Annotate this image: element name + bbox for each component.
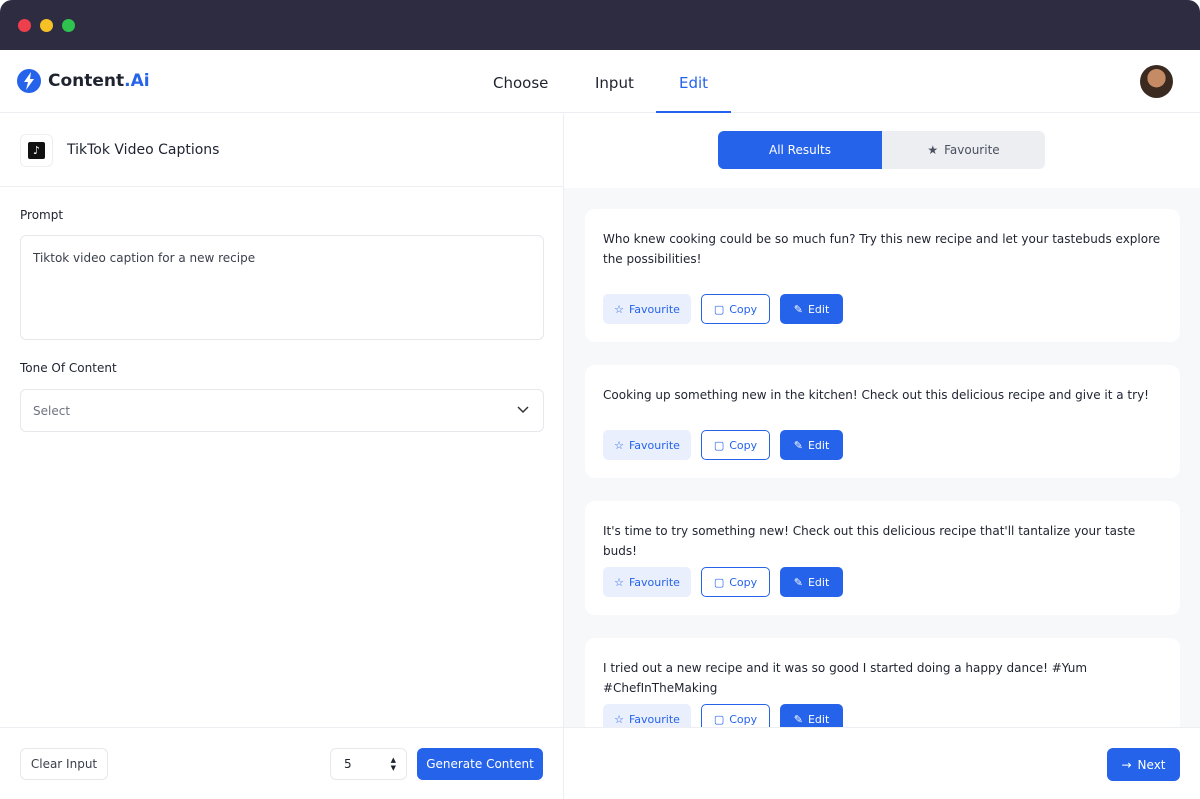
copy-button[interactable]: ▢ Copy: [701, 567, 770, 597]
all-results-label: All Results: [768, 143, 832, 157]
window-titlebar: [0, 0, 1200, 50]
generate-content-button[interactable]: Generate Content: [417, 748, 543, 780]
count-stepper[interactable]: 5 ▲ ▼: [330, 748, 407, 780]
copy-icon: ▢: [713, 302, 725, 316]
minimize-window-button[interactable]: [40, 19, 53, 32]
arrow-right-icon: →: [1121, 757, 1132, 772]
copy-label: Copy: [729, 438, 758, 452]
next-label: Next: [1137, 757, 1166, 772]
maximize-window-button[interactable]: [62, 19, 75, 32]
favourite-label: Favourite: [628, 575, 680, 589]
edit-label: Edit: [807, 575, 830, 589]
star-filled-icon: ★: [927, 143, 939, 157]
chevron-down-icon: [517, 406, 529, 414]
copy-icon: ▢: [713, 712, 725, 726]
favourite-button[interactable]: ☆ Favourite: [603, 430, 691, 460]
tab-choose[interactable]: Choose: [493, 74, 549, 92]
edit-button[interactable]: ✎ Edit: [780, 704, 843, 727]
close-window-button[interactable]: [18, 19, 31, 32]
result-card: Cooking up something new in the kitchen!…: [585, 365, 1180, 478]
result-text: Cooking up something new in the kitchen!…: [603, 388, 1149, 402]
edit-button[interactable]: ✎ Edit: [780, 430, 843, 460]
edit-button[interactable]: ✎ Edit: [780, 567, 843, 597]
tone-select-value: Select: [33, 404, 71, 418]
result-text: I tried out a new recipe and it was so g…: [603, 661, 1088, 695]
result-text: Who knew cooking could be so much fun? T…: [603, 232, 1161, 266]
star-icon: ☆: [614, 712, 624, 726]
favourite-tab[interactable]: ★ Favourite: [882, 131, 1045, 169]
clear-input-button[interactable]: Clear Input: [20, 748, 108, 780]
copy-button[interactable]: ▢ Copy: [701, 430, 770, 460]
tool-title: TikTok Video Captions: [67, 142, 220, 158]
tiktok-icon: ♪: [20, 133, 53, 167]
result-card: It's time to try something new! Check ou…: [585, 501, 1180, 615]
copy-label: Copy: [729, 302, 758, 316]
result-card: I tried out a new recipe and it was so g…: [585, 638, 1180, 727]
pencil-icon: ✎: [793, 712, 803, 726]
avatar[interactable]: [1140, 65, 1173, 98]
favourite-button[interactable]: ☆ Favourite: [603, 704, 691, 727]
tab-input[interactable]: Input: [595, 74, 634, 92]
logo-bolt-icon: [17, 69, 41, 93]
all-results-tab[interactable]: All Results: [718, 131, 882, 169]
tone-label: Tone Of Content: [20, 361, 117, 375]
app-header: Content.Ai Choose Input Edit: [0, 50, 1200, 113]
copy-icon: ▢: [713, 575, 725, 589]
star-icon: ☆: [614, 438, 624, 452]
prompt-input[interactable]: Tiktok video caption for a new recipe: [20, 235, 544, 340]
tool-header: ♪ TikTok Video Captions: [0, 114, 563, 187]
copy-label: Copy: [729, 712, 758, 726]
logo-text: Content: [48, 71, 125, 91]
input-footer: Clear Input 5 ▲ ▼ Generate Content: [0, 727, 564, 799]
results-panel: All Results ★ Favourite Who knew cooking …: [564, 114, 1200, 727]
favourite-button[interactable]: ☆ Favourite: [603, 294, 691, 324]
pencil-icon: ✎: [793, 302, 803, 316]
favourite-label: Favourite: [628, 712, 680, 726]
edit-label: Edit: [807, 302, 830, 316]
favourite-label: Favourite: [628, 438, 680, 452]
tab-edit[interactable]: Edit: [656, 50, 731, 113]
favourite-label: Favourite: [628, 302, 680, 316]
logo[interactable]: Content.Ai: [16, 68, 150, 94]
star-icon: ☆: [614, 575, 624, 589]
stepper-arrows-icon[interactable]: ▲ ▼: [390, 756, 396, 772]
result-text: It's time to try something new! Check ou…: [603, 524, 1136, 558]
logo-accent: .Ai: [124, 71, 150, 91]
pencil-icon: ✎: [793, 438, 803, 452]
copy-label: Copy: [729, 575, 758, 589]
prompt-label: Prompt: [20, 208, 64, 222]
edit-label: Edit: [807, 712, 830, 726]
tone-select[interactable]: Select: [20, 389, 544, 432]
edit-label: Edit: [807, 438, 830, 452]
copy-icon: ▢: [713, 438, 725, 452]
copy-button[interactable]: ▢ Copy: [701, 704, 770, 727]
pencil-icon: ✎: [793, 575, 803, 589]
star-icon: ☆: [614, 302, 624, 316]
next-button[interactable]: → Next: [1107, 748, 1180, 781]
result-card: Who knew cooking could be so much fun? T…: [585, 209, 1180, 342]
edit-button[interactable]: ✎ Edit: [780, 294, 843, 324]
favourite-tab-label: Favourite: [944, 143, 1000, 157]
input-panel: ♪ TikTok Video Captions Prompt Tiktok vi…: [0, 114, 564, 799]
count-value: 5: [344, 757, 352, 771]
results-footer: → Next: [564, 727, 1200, 799]
favourite-button[interactable]: ☆ Favourite: [603, 567, 691, 597]
copy-button[interactable]: ▢ Copy: [701, 294, 770, 324]
